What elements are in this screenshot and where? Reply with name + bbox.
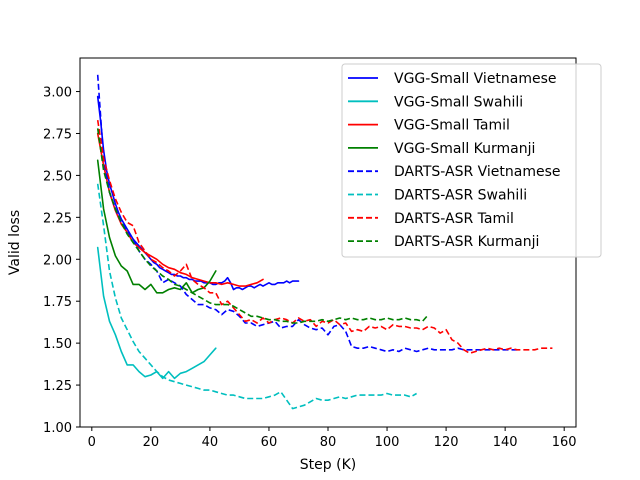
legend-label-darts-asr-tamil: DARTS-ASR Tamil [394,211,514,227]
series-line-vgg-small-tamil [96,132,264,287]
series-line-darts-asr-swahili [96,183,417,410]
y-tick-label: 2.25 [43,211,72,226]
legend-label-darts-asr-kurmanji: DARTS-ASR Kurmanji [394,234,539,250]
y-axis-label: Valid loss [7,210,23,275]
series-line-vgg-small-kurmanji [96,159,217,294]
y-tick-label: 1.25 [43,379,72,394]
legend-box [341,63,602,258]
y-axis: 1.00 1.25 1.50 1.75 2.00 2.25 2.50 2.75 3.00 [43,86,80,436]
series-line-darts-asr-kurmanji [96,128,430,324]
x-tick-label: 0 [88,435,96,450]
x-tick-label: 20 [143,435,160,450]
legend-label-vgg-small-swahili: VGG-Small Swahili [394,94,523,110]
x-tick-label: 80 [320,435,337,450]
legend-label-darts-asr-swahili: DARTS-ASR Swahili [394,188,527,204]
x-tick-label: 160 [552,435,577,450]
legend-label-vgg-small-kurmanji: VGG-Small Kurmanji [394,141,535,157]
y-tick-label: 1.00 [43,421,72,436]
legend-label-vgg-small-tamil: VGG-Small Tamil [394,118,510,134]
x-axis: 0 20 40 60 80 100 120 140 160 [88,427,577,450]
x-tick-label: 60 [261,435,278,450]
x-axis-label: Step (K) [300,457,356,473]
x-tick-label: 120 [434,435,459,450]
x-tick-label: 100 [375,435,400,450]
y-tick-label: 3.00 [43,86,72,101]
y-tick-label: 2.75 [43,127,72,142]
y-tick-label: 2.50 [43,169,72,184]
legend-label-vgg-small-vietnamese: VGG-Small Vietnamese [394,71,557,87]
series-line-darts-asr-tamil [96,119,553,355]
x-tick-label: 40 [202,435,219,450]
x-tick-label: 140 [493,435,518,450]
y-tick-label: 2.00 [43,253,72,268]
y-tick-label: 1.75 [43,295,72,310]
legend-label-darts-asr-vietnamese: DARTS-ASR Vietnamese [394,164,561,180]
series-layer [96,74,553,410]
y-tick-label: 1.50 [43,337,72,352]
series-line-darts-asr-vietnamese [96,74,517,353]
legend: VGG-Small Vietnamese VGG-Small Swahili VGG… [341,63,602,258]
